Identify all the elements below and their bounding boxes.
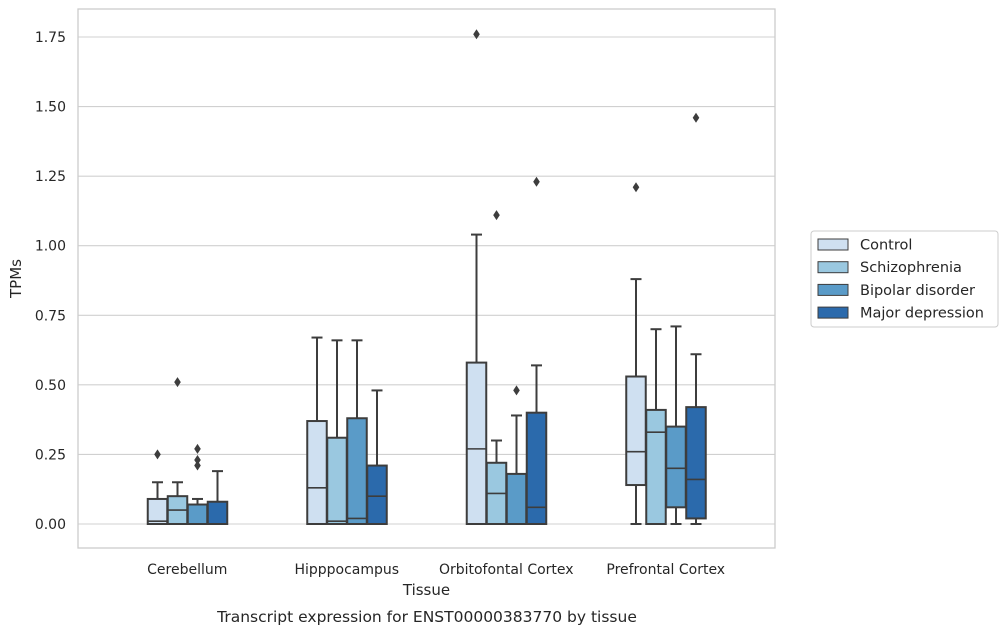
legend-label: Bipolar disorder [860,283,975,299]
outlier-point [692,112,700,123]
box [146,497,169,525]
box-plot [186,443,209,525]
legend-label: Control [860,238,912,254]
box [306,420,328,525]
series-major-depression [206,112,707,526]
y-tick-label: 0.75 [35,308,66,324]
y-tick-label: 1.00 [35,239,66,255]
series-schizophrenia [166,210,667,526]
box [505,472,528,525]
outlier-point [194,443,201,454]
box-plot [166,377,189,525]
box [465,361,488,526]
box-plot [346,339,368,526]
legend: Control Schizophrenia Bipolar disorder Majo… [810,230,999,328]
box-plot [505,385,528,525]
box-plot [206,470,229,526]
y-axis-label: TPMs [7,259,25,299]
box-plot-series [146,29,707,526]
outlier-point [513,385,520,396]
box [685,406,707,520]
legend-swatch [817,283,849,296]
outlier-point [473,29,480,40]
series-bipolar-disorder [186,325,687,526]
box-plot [665,325,687,525]
y-tick-label: 1.75 [35,30,66,46]
plot-area-frame [77,8,776,549]
box-plot [366,389,388,525]
box [645,408,667,526]
legend-label: Schizophrenia [860,260,962,276]
y-tick-label: 0.50 [35,378,66,394]
box [366,464,388,525]
x-axis-label: Tissue [402,581,450,599]
box [625,375,647,487]
figure-caption: Transcript expression for ENST0000038377… [216,608,637,626]
y-tick-labels: 0.00 0.25 0.50 0.75 1.00 1.25 1.50 1.75 [35,30,66,533]
y-tick-label: 1.50 [35,100,66,116]
legend-swatch [817,261,849,274]
box-plot [685,112,707,525]
box-plot [525,176,548,525]
box [525,411,548,525]
outlier-point [174,377,181,388]
box [346,417,368,526]
box [186,503,209,525]
legend-label: Major depression [860,306,984,322]
box [326,436,348,525]
y-tick-label: 0.00 [35,517,66,533]
box [665,425,687,509]
box-plot [146,449,169,525]
legend-frame [810,230,999,328]
y-tick-label: 0.25 [35,447,66,463]
legend-swatch [817,238,849,251]
y-tick-label: 1.25 [35,169,66,185]
outlier-point [533,176,540,187]
box [206,500,229,526]
x-tick-label: Orbitofontal Cortex [439,562,574,578]
outlier-point [493,210,500,221]
x-tick-labels: Cerebellum Hipppocampus Orbitofontal Corte… [147,562,725,578]
x-tick-label: Hipppocampus [294,562,399,578]
x-tick-label: Cerebellum [147,562,227,578]
outlier-point [194,454,201,465]
box-plot [465,29,488,526]
outlier-point [194,460,201,471]
x-tick-label: Prefrontal Cortex [606,562,725,578]
legend-swatch [817,306,849,319]
outlier-point [154,449,161,460]
outlier-point [632,182,640,193]
